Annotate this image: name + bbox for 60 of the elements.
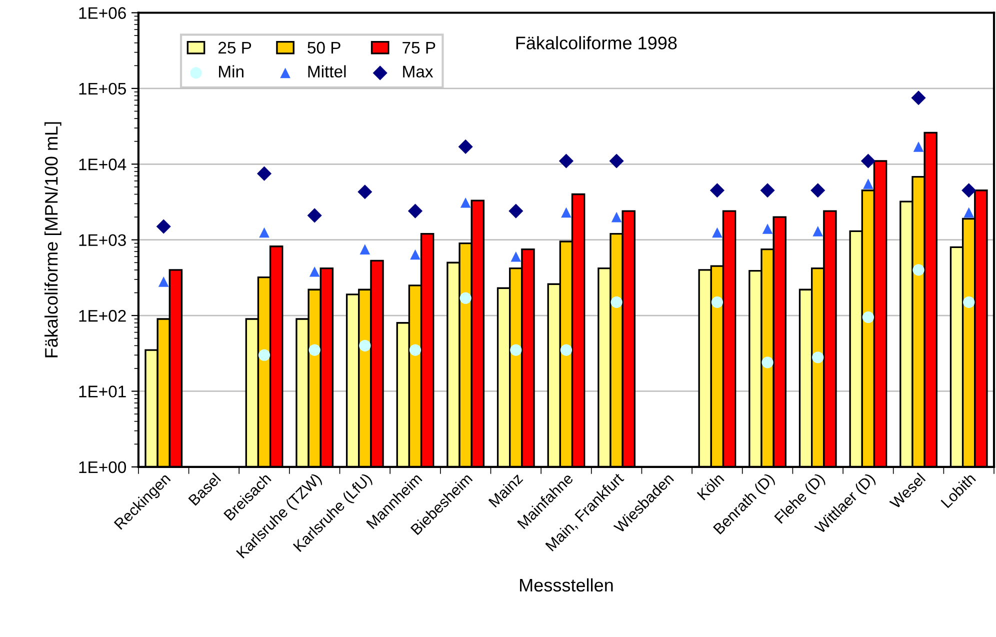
point	[359, 340, 371, 352]
point	[710, 183, 724, 198]
point	[460, 197, 471, 208]
y-tick-label: 1E+01	[79, 386, 126, 398]
y-axis-title: Fäkalcoliforme [MPN/100 mL]	[44, 122, 62, 358]
point	[458, 139, 473, 154]
point	[860, 154, 876, 168]
legend-label: Mittel	[308, 65, 346, 78]
point	[762, 356, 774, 368]
point	[964, 207, 974, 218]
point	[358, 184, 372, 200]
point	[913, 142, 924, 152]
point	[711, 296, 724, 308]
legend-label: Min	[219, 65, 244, 78]
point	[308, 344, 320, 356]
point	[360, 244, 370, 254]
point	[912, 264, 924, 276]
point	[611, 212, 622, 222]
legend-label: 25 P	[218, 42, 252, 54]
point	[762, 224, 773, 234]
point	[309, 266, 320, 277]
point	[409, 344, 422, 356]
point	[812, 352, 824, 364]
legend-label: 50 P	[308, 42, 340, 54]
y-tick-label: 1E+02	[79, 310, 126, 322]
point	[408, 204, 423, 218]
point	[460, 292, 472, 304]
y-tick-label: 1E+03	[79, 234, 126, 246]
point	[158, 276, 169, 287]
point	[156, 219, 171, 234]
y-tick-label: 1E+06	[79, 7, 126, 19]
point	[962, 183, 976, 198]
point	[410, 249, 420, 260]
legend-label: Max	[403, 66, 434, 78]
point	[963, 296, 975, 308]
point	[760, 183, 775, 198]
point	[810, 183, 826, 198]
point	[812, 226, 824, 236]
y-tick-label: 1E+00	[79, 461, 126, 474]
point	[863, 178, 874, 189]
point	[911, 90, 926, 106]
point	[712, 227, 722, 238]
text: Fäkalcoliforme 1998	[516, 36, 677, 50]
point	[558, 154, 574, 168]
point	[560, 344, 572, 356]
point	[258, 349, 270, 361]
x-axis-title: Messstellen	[520, 578, 613, 592]
point	[256, 166, 272, 181]
legend-label: 75 P	[402, 42, 436, 54]
point	[307, 208, 322, 223]
point	[609, 154, 624, 168]
point	[510, 251, 522, 262]
point	[862, 311, 874, 324]
point	[508, 204, 524, 218]
y-tick-label: 1E+05	[79, 82, 126, 95]
y-tick-label: 1E+04	[79, 158, 126, 170]
point	[510, 344, 522, 356]
point	[561, 207, 572, 218]
point	[610, 296, 622, 308]
point	[259, 227, 270, 238]
